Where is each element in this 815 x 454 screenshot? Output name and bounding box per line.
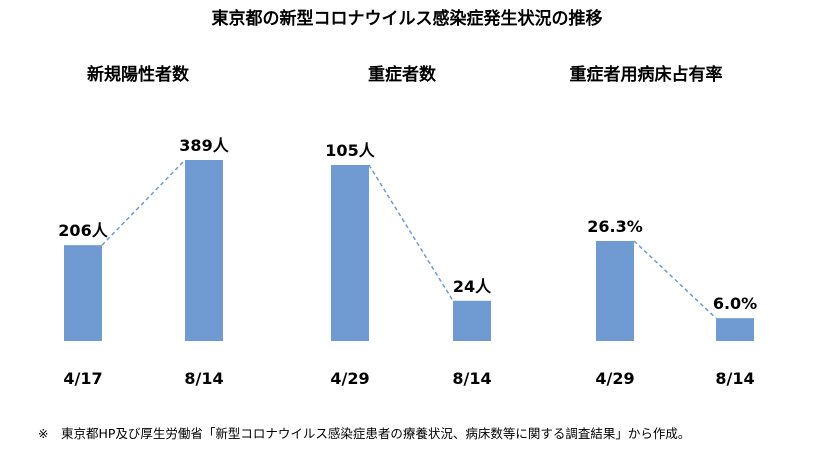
panel-title: 新規陽性者数 [87, 64, 190, 85]
footnote: ※ 東京都HP及び厚生労働省「新型コロナウイルス感染症患者の療養状況、病床数等に… [38, 426, 690, 441]
bar-4-29 [331, 165, 369, 341]
dashed-connector [101, 159, 186, 246]
dashed-connector [368, 164, 454, 302]
bar-4-17 [64, 245, 102, 341]
x-tick-label: 4/29 [330, 369, 369, 388]
data-label: 26.3% [587, 217, 643, 236]
chart-panel-1: 新規陽性者数 206人 4/17 389人 8/14 [58, 64, 229, 388]
panel-title: 重症者用病床占有率 [570, 64, 723, 85]
chart-panels: 新規陽性者数 206人 4/17 389人 8/14 重症者数 105人 4/29 24人 8/1… [58, 64, 757, 388]
bar-8-14 [185, 160, 223, 341]
bar-8-14 [716, 318, 754, 341]
chart-panel-2: 重症者数 105人 4/29 24人 8/14 [325, 64, 492, 388]
x-tick-label: 8/14 [184, 369, 223, 388]
data-label: 6.0% [713, 294, 757, 313]
data-label: 24人 [453, 277, 492, 296]
bar-8-14 [453, 300, 491, 341]
data-label: 389人 [179, 136, 229, 155]
panel-title: 重症者数 [368, 64, 437, 85]
x-tick-label: 4/17 [63, 369, 102, 388]
data-label: 105人 [325, 141, 375, 160]
x-tick-label: 8/14 [452, 369, 491, 388]
x-tick-label: 8/14 [715, 369, 754, 388]
bar-4-29 [596, 241, 634, 341]
chart-panel-3: 重症者用病床占有率 26.3% 4/29 6.0% 8/14 [570, 64, 758, 388]
data-label: 206人 [58, 221, 108, 240]
x-tick-label: 4/29 [595, 369, 634, 388]
dashed-connector [633, 240, 717, 319]
figure-title: 東京都の新型コロナウイルス感染症発生状況の推移 [212, 8, 603, 29]
